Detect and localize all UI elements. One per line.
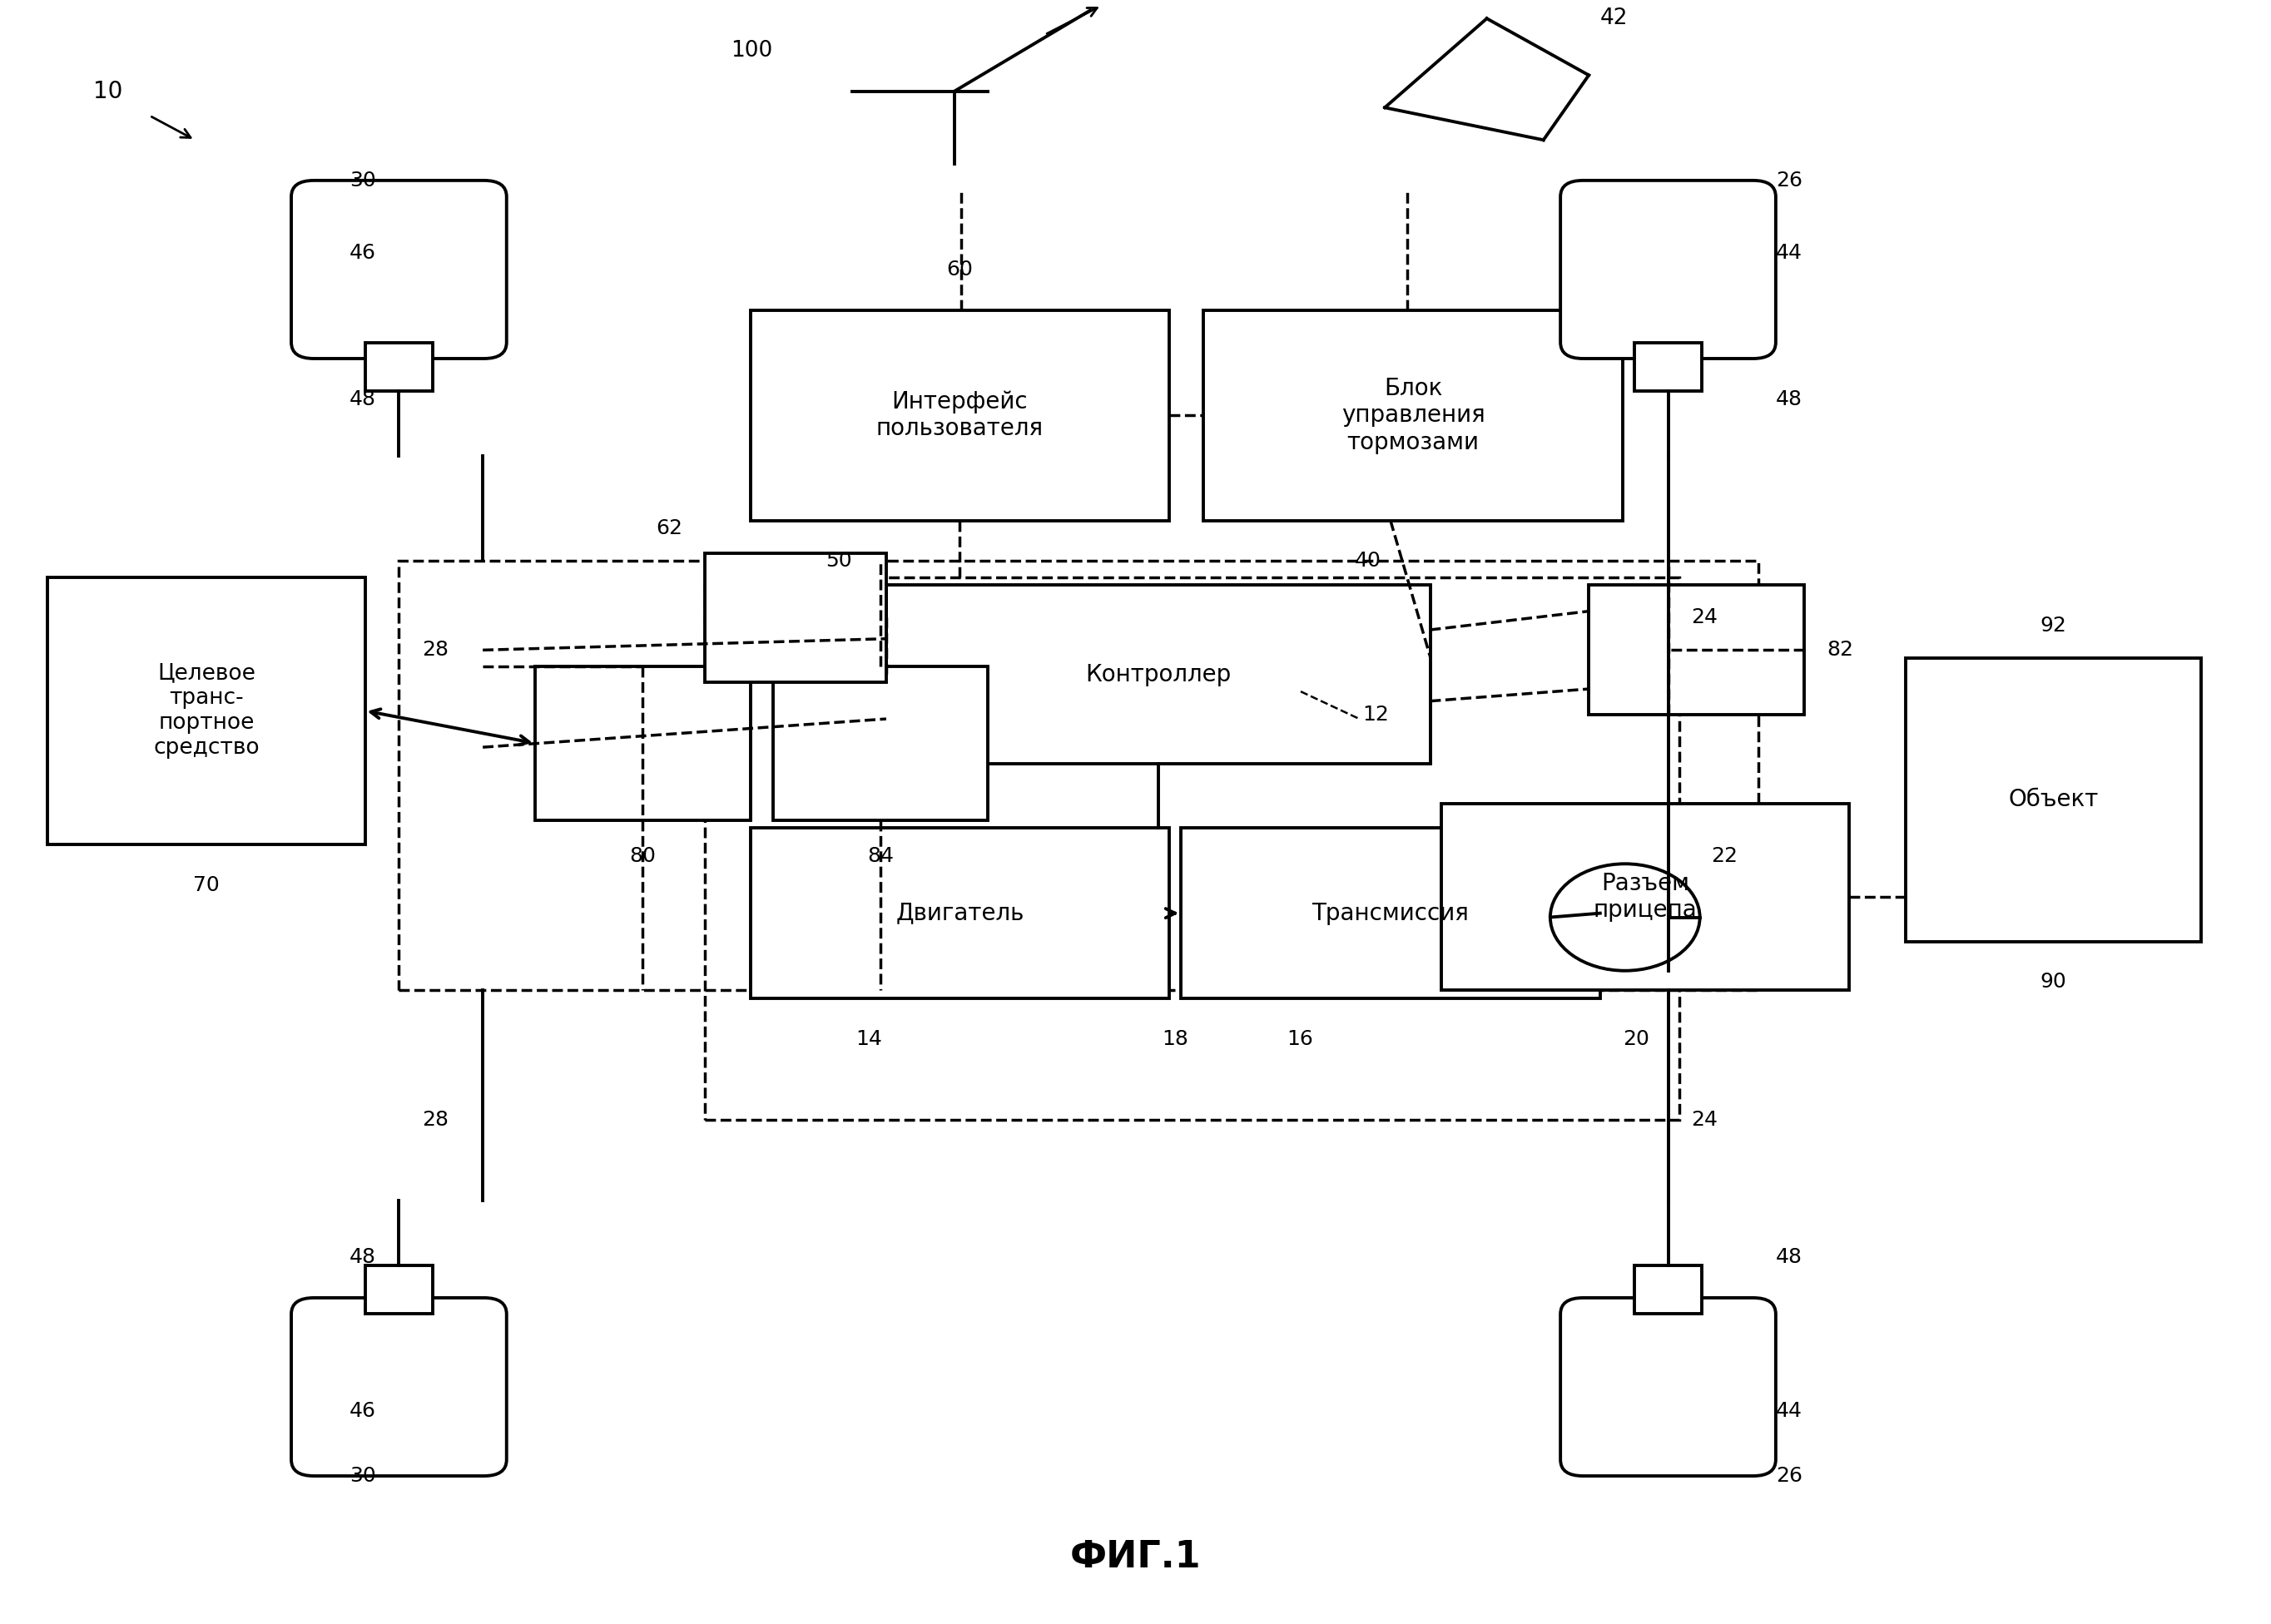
Bar (1204, 310, 1624, 521)
Bar (400, 560, 1758, 991)
Text: 28: 28 (422, 640, 450, 659)
Text: 30: 30 (350, 1466, 377, 1486)
Text: 20: 20 (1624, 1028, 1649, 1049)
Text: 62: 62 (656, 518, 681, 539)
Bar (886, 585, 1431, 763)
Text: Двигатель: Двигатель (895, 901, 1024, 924)
FancyBboxPatch shape (291, 1298, 506, 1476)
Text: 26: 26 (1776, 171, 1803, 190)
Text: 24: 24 (1692, 1109, 1717, 1130)
Text: 48: 48 (1776, 390, 1803, 409)
Text: 48: 48 (350, 1247, 377, 1267)
Text: 92: 92 (2039, 615, 2067, 635)
Bar (1181, 828, 1601, 999)
Text: 70: 70 (193, 875, 220, 895)
FancyBboxPatch shape (1560, 1298, 1776, 1476)
Bar (1635, 1265, 1701, 1314)
Bar (749, 828, 1170, 999)
Text: 82: 82 (1826, 640, 1853, 659)
Text: 50: 50 (827, 551, 852, 572)
Bar (366, 1265, 434, 1314)
Bar (366, 343, 434, 391)
Bar (772, 666, 988, 820)
Text: 90: 90 (2039, 973, 2067, 992)
FancyBboxPatch shape (291, 180, 506, 359)
Text: 10: 10 (93, 80, 123, 102)
Text: 22: 22 (1710, 846, 1737, 866)
Text: Интерфейс
пользователя: Интерфейс пользователя (877, 390, 1045, 440)
Bar (1635, 343, 1701, 391)
Text: 60: 60 (947, 260, 972, 279)
Text: Целевое
транс-
портное
средство: Целевое транс- портное средство (152, 663, 259, 758)
Text: 28: 28 (422, 1109, 450, 1130)
Bar (536, 666, 749, 820)
Text: Разъем
прицепа: Разъем прицепа (1594, 872, 1696, 922)
Text: 80: 80 (629, 846, 656, 866)
Bar (48, 577, 366, 844)
Text: 44: 44 (1776, 244, 1803, 263)
Bar (1442, 804, 1849, 991)
Text: Контроллер: Контроллер (1086, 663, 1231, 685)
Text: 44: 44 (1776, 1402, 1803, 1421)
Text: 14: 14 (856, 1028, 883, 1049)
Text: 48: 48 (1776, 1247, 1803, 1267)
Text: 42: 42 (1601, 8, 1628, 29)
Text: 48: 48 (350, 390, 377, 409)
Text: 26: 26 (1776, 1466, 1803, 1486)
Bar (1590, 585, 1803, 715)
Text: 100: 100 (731, 41, 772, 62)
Text: ФИГ.1: ФИГ.1 (1070, 1540, 1201, 1575)
Bar (749, 310, 1170, 521)
Bar (704, 577, 1681, 1119)
Text: 40: 40 (1354, 551, 1381, 572)
Text: 46: 46 (350, 1402, 377, 1421)
Text: 12: 12 (1363, 705, 1388, 724)
Text: Объект: Объект (2008, 788, 2098, 812)
Text: 16: 16 (1288, 1028, 1313, 1049)
FancyBboxPatch shape (1560, 180, 1776, 359)
Text: 18: 18 (1163, 1028, 1188, 1049)
Text: 30: 30 (350, 171, 377, 190)
Text: Трансмиссия: Трансмиссия (1313, 901, 1469, 924)
Text: 24: 24 (1692, 607, 1717, 627)
Bar (704, 552, 886, 682)
Bar (1905, 658, 2201, 942)
Text: Блок
управления
тормозами: Блок управления тормозами (1342, 377, 1485, 453)
Text: 84: 84 (868, 846, 895, 866)
Text: 46: 46 (350, 244, 377, 263)
